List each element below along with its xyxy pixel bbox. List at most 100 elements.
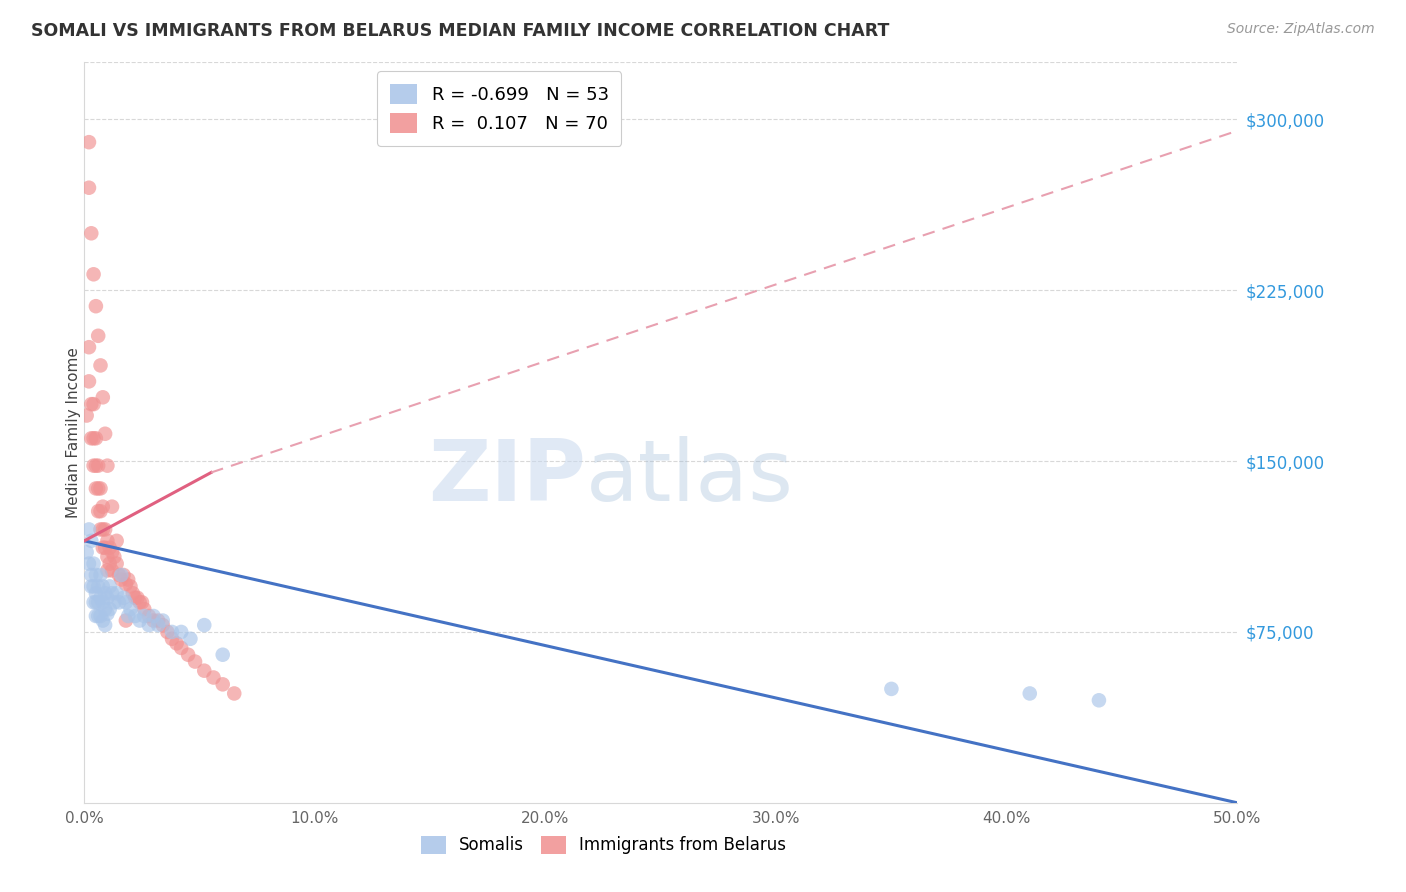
Point [138,609,160,624]
Point [77,180,100,194]
Point [96,533,118,548]
Point [77,523,100,537]
Point [170,624,193,639]
Point [134,609,156,624]
Point [83,431,105,445]
Point [103,549,125,564]
Point [112,568,135,582]
Point [1088,693,1111,707]
Point [84,299,107,313]
Point [115,595,138,609]
Point [98,579,121,593]
Point [84,568,107,582]
Point [83,268,105,282]
Point [91,614,114,628]
Legend: Somalis, Immigrants from Belarus: Somalis, Immigrants from Belarus [413,829,793,861]
Point [94,426,117,441]
Point [105,586,128,600]
Point [880,681,903,696]
Point [112,591,135,605]
Point [84,458,107,473]
Point [193,618,215,632]
Point [115,614,138,628]
Point [98,602,121,616]
Point [94,523,117,537]
Point [77,135,100,149]
Point [108,568,131,582]
Point [89,359,111,373]
Point [152,614,174,628]
Point [91,500,114,514]
Point [91,579,114,593]
Point [124,591,146,605]
Point [91,523,114,537]
Point [96,607,118,621]
Point [91,390,114,404]
Point [134,602,156,616]
Point [77,557,100,571]
Point [121,586,143,600]
Point [84,586,107,600]
Point [110,568,132,582]
Point [87,482,110,496]
Point [80,533,103,548]
Point [179,632,201,646]
Point [193,664,215,678]
Point [84,482,107,496]
Point [117,573,139,587]
Point [101,586,124,600]
Point [127,591,149,605]
Point [89,568,111,582]
Point [184,655,207,669]
Point [101,564,124,578]
Point [142,609,165,624]
Point [96,549,118,564]
Point [87,504,110,518]
Point [96,458,118,473]
Point [128,614,150,628]
Point [80,431,103,445]
Point [87,609,110,624]
Point [117,609,139,624]
Point [1018,686,1040,700]
Text: atlas: atlas [586,435,794,518]
Point [83,458,105,473]
Point [160,632,183,646]
Point [80,397,103,411]
Point [120,579,142,593]
Point [76,409,98,423]
Point [142,614,165,628]
Point [94,618,117,632]
Point [94,541,117,555]
Point [115,577,138,591]
Point [84,609,107,624]
Point [170,640,193,655]
Point [77,340,100,354]
Point [128,595,150,609]
Point [89,523,111,537]
Point [87,595,110,609]
Point [108,595,131,609]
Point [91,595,114,609]
Point [131,595,153,609]
Point [211,648,233,662]
Point [166,636,188,650]
Text: SOMALI VS IMMIGRANTS FROM BELARUS MEDIAN FAMILY INCOME CORRELATION CHART: SOMALI VS IMMIGRANTS FROM BELARUS MEDIAN… [31,22,890,40]
Point [156,624,179,639]
Point [89,609,111,624]
Point [224,686,246,700]
Point [103,595,125,609]
Point [96,564,118,578]
Point [76,545,98,559]
Point [80,579,103,593]
Point [146,618,169,632]
Point [202,671,225,685]
Point [105,533,128,548]
Point [83,397,105,411]
Point [101,500,124,514]
Point [89,482,111,496]
Point [77,375,100,389]
Point [152,618,174,632]
Point [98,557,121,571]
Point [138,618,160,632]
